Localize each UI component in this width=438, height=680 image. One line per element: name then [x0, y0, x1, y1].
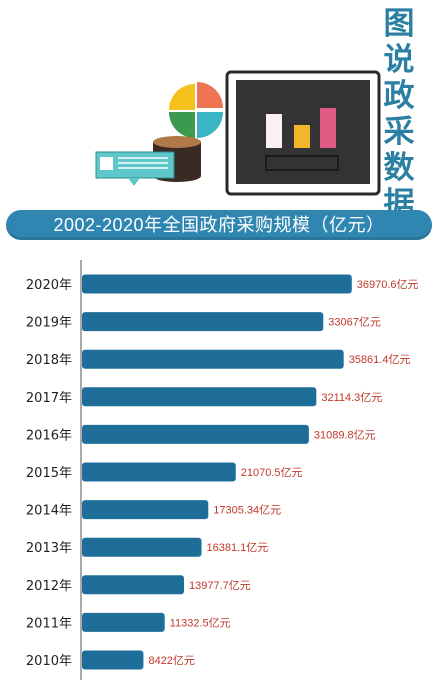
data-label: 11332.5亿元: [170, 616, 231, 629]
y-tick-label: 2012年: [26, 579, 72, 594]
side-title-char: 政: [383, 78, 415, 114]
side-title: 图 说 政 采 数 据: [382, 6, 416, 222]
data-label: 8422亿元: [148, 654, 194, 667]
bar: [82, 424, 309, 444]
data-label: 21070.5亿元: [241, 466, 303, 479]
monitor-chart-icon: [225, 70, 381, 196]
data-label: 16381.1亿元: [207, 541, 269, 554]
data-label: 33067亿元: [328, 316, 381, 329]
y-tick-label: 2011年: [26, 616, 72, 631]
data-label: 35861.4亿元: [349, 353, 411, 366]
pie-chart-icon: [169, 82, 223, 138]
side-title-char: 数: [383, 150, 415, 186]
y-tick-label: 2017年: [26, 391, 72, 406]
y-tick-label: 2020年: [26, 278, 72, 293]
bar: [82, 575, 184, 595]
header-illustration: [95, 70, 381, 196]
y-tick-label: 2016年: [26, 428, 72, 443]
bar: [82, 312, 324, 332]
bar: [82, 537, 202, 557]
bar: [82, 349, 344, 369]
speech-bubble-icon: [95, 151, 175, 186]
data-label: 32114.3亿元: [321, 391, 382, 404]
y-tick-label: 2015年: [26, 466, 72, 481]
y-tick-label: 2010年: [26, 654, 72, 669]
bar-chart: 2020年 36970.6亿元 2019年 33067亿元 2018年 35861.4亿元…: [26, 260, 419, 680]
bar: [82, 274, 352, 294]
side-title-char: 采: [383, 114, 415, 150]
bar: [82, 612, 165, 632]
bar: [82, 462, 236, 482]
y-tick-label: 2014年: [26, 504, 72, 519]
bar: [82, 650, 144, 670]
chart-title-banner: 2002-2020年全国政府采购规模（亿元）: [6, 210, 432, 240]
y-tick-label: 2013年: [26, 541, 72, 556]
y-tick-label: 2018年: [26, 353, 72, 368]
bar: [82, 387, 317, 407]
side-title-char: 图: [383, 6, 415, 42]
bar: [82, 500, 209, 520]
data-label: 17305.34亿元: [213, 504, 281, 517]
data-label: 31089.8亿元: [314, 428, 376, 441]
y-tick-label: 2019年: [26, 316, 72, 331]
data-label: 36970.6亿元: [357, 278, 419, 291]
data-label: 13977.7亿元: [189, 579, 251, 592]
side-title-char: 说: [383, 42, 415, 78]
